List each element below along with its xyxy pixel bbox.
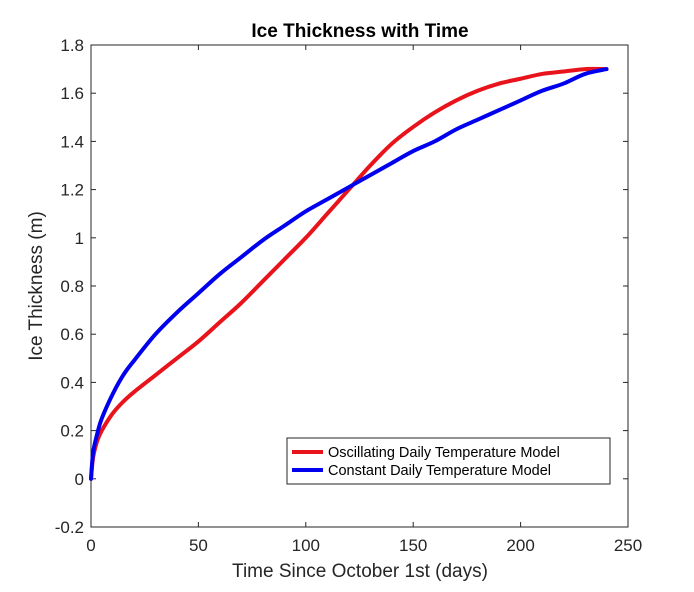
y-tick-label: 0.4 (60, 373, 84, 392)
y-axis-title: Ice Thickness (m) (26, 211, 47, 361)
x-tick-label: 100 (292, 536, 320, 555)
legend-label-constant: Constant Daily Temperature Model (328, 463, 551, 479)
ticks: 0 50 100 150 200 250-0.200.20.40.60.811.21.41… (55, 36, 642, 555)
y-tick-label: 1.8 (60, 36, 84, 55)
y-tick-label: 0.6 (60, 325, 84, 344)
legend-box (286, 437, 611, 485)
y-tick-label: 0.2 (60, 422, 84, 441)
y-tick-label: 1.2 (60, 181, 84, 200)
y-tick-label: 0 (75, 470, 84, 489)
x-tick-label: 250 (614, 536, 642, 555)
x-tick-label: 200 (506, 536, 534, 555)
series-lines (89, 66, 609, 481)
legend: Oscillating Daily Temperature Model Cons… (286, 437, 611, 485)
legend-label-oscillating: Oscillating Daily Temperature Model (328, 445, 560, 461)
chart-title: Ice Thickness with Time (251, 21, 468, 42)
y-tick-label: -0.2 (55, 518, 84, 537)
y-tick-label: 1.4 (60, 132, 84, 151)
series-line-oscillating (89, 66, 609, 481)
y-tick-label: 0.8 (60, 277, 84, 296)
y-tick-label: 1 (75, 229, 84, 248)
plot-area: 0 50 100 150 200 250-0.200.20.40.60.811.21.41… (55, 36, 642, 555)
x-tick-label: 50 (189, 536, 208, 555)
x-axis-title: Time Since October 1st (days) (232, 561, 488, 582)
series-line-constant (89, 67, 609, 481)
y-tick-label: 1.6 (60, 84, 84, 103)
x-tick-label: 0 (86, 536, 95, 555)
x-tick-label: 150 (399, 536, 427, 555)
